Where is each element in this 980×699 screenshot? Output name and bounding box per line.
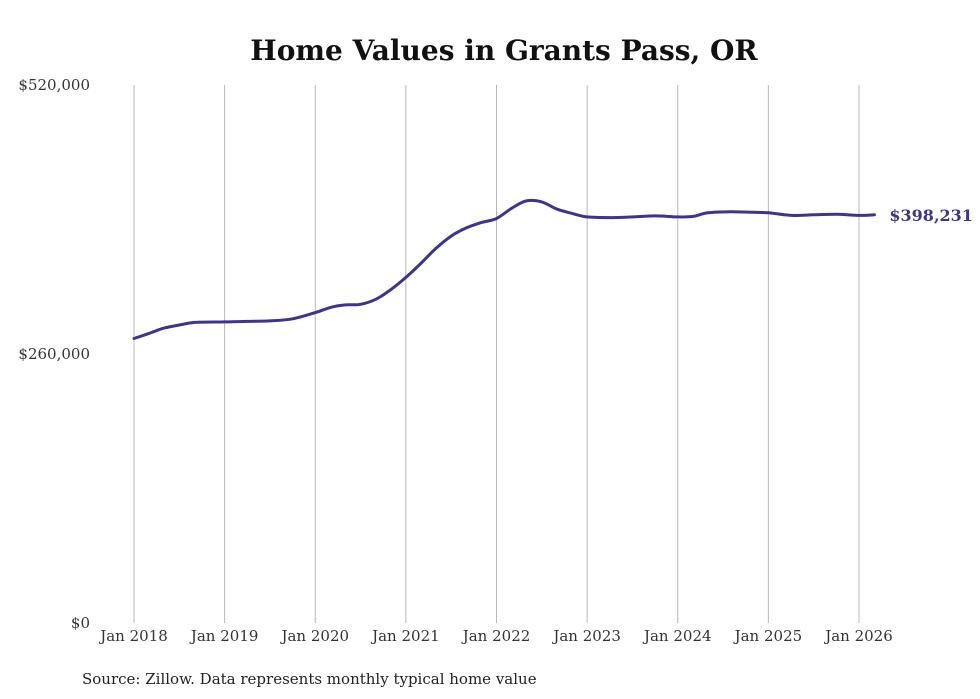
y-tick-label-520000: $520,000 (18, 76, 90, 94)
y-tick-label-0: $0 (71, 614, 90, 632)
x-tick-label-2026: Jan 2026 (823, 627, 893, 645)
x-tick-label-2022: Jan 2022 (461, 627, 531, 645)
y-axis-ticks: $0 $260,000 $520,000 (18, 76, 90, 632)
x-tick-label-2020: Jan 2020 (279, 627, 349, 645)
x-tick-label-2023: Jan 2023 (551, 627, 621, 645)
x-axis-ticks: Jan 2018 Jan 2019 Jan 2020 Jan 2021 Jan 2022… (98, 627, 893, 645)
x-tick-label-2018: Jan 2018 (98, 627, 168, 645)
x-tick-label-2024: Jan 2024 (642, 627, 712, 645)
y-tick-label-260000: $260,000 (18, 345, 90, 363)
chart-title: Home Values in Grants Pass, OR (250, 34, 758, 67)
chart-source-note: Source: Zillow. Data represents monthly … (82, 670, 537, 688)
home-value-series-line (132, 198, 876, 340)
grid-lines (133, 85, 860, 623)
x-tick-label-2021: Jan 2021 (370, 627, 440, 645)
latest-value-label: $398,231 (889, 206, 973, 225)
x-tick-label-2025: Jan 2025 (733, 627, 803, 645)
x-tick-label-2019: Jan 2019 (189, 627, 259, 645)
